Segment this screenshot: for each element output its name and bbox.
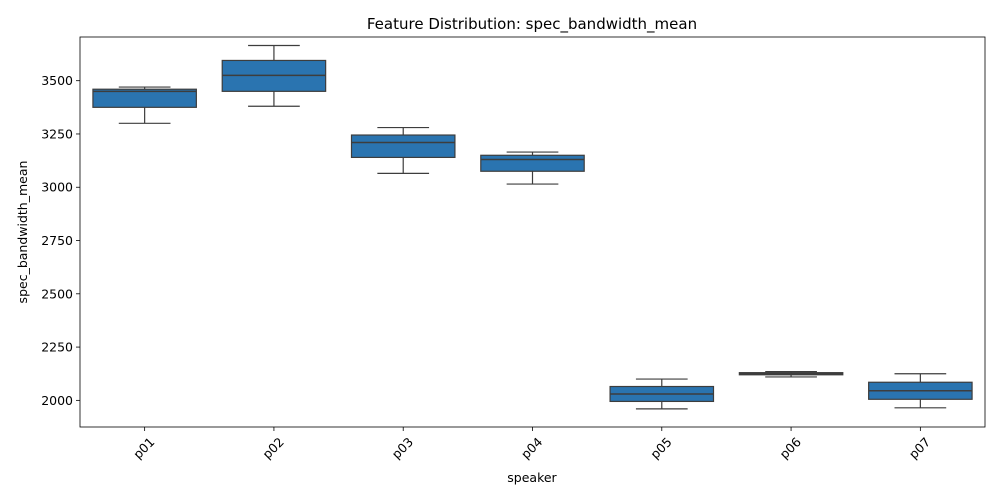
chart-title: Feature Distribution: spec_bandwidth_mea… <box>367 15 697 34</box>
axes-frame <box>79 36 986 428</box>
y-tick-label: 2000 <box>41 393 73 408</box>
x-tick-label: p07 <box>906 434 933 461</box>
x-tick-label: p04 <box>518 434 545 461</box>
x-tick-label: p05 <box>647 434 674 461</box>
box-p02 <box>221 44 327 107</box>
x-tick-label: p01 <box>130 434 157 461</box>
y-axis-label: spec_bandwidth_mean <box>15 161 30 304</box>
y-tick-label: 2250 <box>41 340 73 355</box>
y-tick-label: 3250 <box>41 126 73 141</box>
plot-area <box>92 44 973 410</box>
iqr-box <box>480 154 585 172</box>
box-p06 <box>738 370 844 378</box>
y-tick-label: 3500 <box>41 73 73 88</box>
x-axis: p01 p02 p03 p04 p05 p06 p07 <box>130 427 933 462</box>
iqr-box <box>92 88 197 108</box>
y-tick-label: 3000 <box>41 180 73 195</box>
x-tick-label: p06 <box>777 434 804 461</box>
box-p04 <box>480 151 585 185</box>
x-tick-label: p02 <box>259 434 286 461</box>
y-axis: 2000 2250 2500 2750 3000 3250 3500 <box>41 73 80 408</box>
box-p03 <box>350 126 456 174</box>
x-axis-label: speaker <box>507 470 557 485</box>
y-tick-label: 2750 <box>41 233 73 248</box>
iqr-box <box>350 134 456 159</box>
box-p07 <box>868 373 973 409</box>
box-p01 <box>92 86 197 124</box>
box-p05 <box>609 378 715 410</box>
y-tick-label: 2500 <box>41 286 73 301</box>
x-tick-label: p03 <box>389 434 416 461</box>
